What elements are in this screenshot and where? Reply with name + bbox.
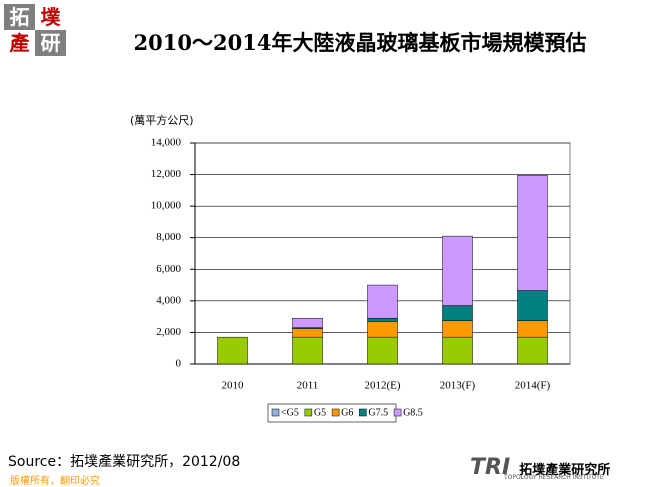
legend-label: G6 <box>341 407 353 418</box>
footer-logo-name: 拓墣產業研究所 <box>519 463 611 478</box>
legend-swatch <box>359 408 367 417</box>
y-tick-label: 14,000 <box>151 137 182 149</box>
footer-logo-subtitle: TOPOLOGY RESEARCH INSTITUTE <box>504 474 604 481</box>
footer-logo: TRI 拓墣產業研究所 TOPOLOGY RESEARCH INSTITUTE <box>470 455 645 481</box>
legend-swatch <box>271 408 280 417</box>
bar-segment <box>442 235 473 306</box>
y-tick-label: 4,000 <box>156 294 181 306</box>
legend-label: G8.5 <box>403 407 423 418</box>
bar-segment <box>217 336 248 365</box>
bar-segment <box>292 317 323 328</box>
x-tick-label: 2012(E) <box>364 380 400 392</box>
legend-swatch <box>304 408 313 417</box>
y-tick-label: 2,000 <box>156 326 181 338</box>
bar-segment <box>442 305 473 321</box>
y-axis-label: (萬平方公尺) <box>130 113 194 127</box>
copyright: 版權所有，翻印必究 <box>10 476 100 487</box>
y-tick-label: 12,000 <box>151 168 182 180</box>
bar-segment <box>442 336 473 365</box>
logo-char: 研 <box>35 30 66 56</box>
bar-segment <box>517 320 548 338</box>
logo-char: 拓 <box>4 4 35 30</box>
bar-segment <box>367 336 398 365</box>
bar-segment <box>517 290 548 321</box>
footer-logo-mark: TRI <box>470 455 511 480</box>
legend-label: G7.5 <box>368 407 388 418</box>
x-tick-label: 2013(F) <box>440 380 476 392</box>
y-tick-label: 6,000 <box>156 263 181 275</box>
y-tick-label: 10,000 <box>151 200 182 212</box>
bar-segment <box>292 336 323 365</box>
bar-segment <box>292 328 323 338</box>
bar-segment <box>367 284 398 319</box>
bar-segment <box>517 175 548 291</box>
legend-label: <G5 <box>281 407 299 418</box>
source: Source：拓墣產業研究所，2012/08 <box>8 454 241 470</box>
x-tick-label: 2011 <box>297 380 319 392</box>
logo: 拓 墣 產 研 <box>4 4 66 56</box>
logo-char: 產 <box>9 31 30 55</box>
y-tick-label: 8,000 <box>156 231 181 243</box>
bar-segment <box>517 336 548 365</box>
logo-char: 墣 <box>40 5 61 29</box>
legend-swatch <box>393 408 402 417</box>
bar-segment <box>367 317 398 322</box>
y-tick-label: 0 <box>176 358 182 370</box>
bar-segment <box>367 321 398 338</box>
x-tick-label: 2010 <box>222 380 245 392</box>
legend-swatch <box>331 408 340 417</box>
chart-title: 2010～2014年大陸液晶玻璃基板市場規模預估 <box>133 30 587 55</box>
bar-segment <box>442 320 473 338</box>
x-tick-label: 2014(F) <box>515 380 551 392</box>
legend-label: G5 <box>314 407 326 418</box>
